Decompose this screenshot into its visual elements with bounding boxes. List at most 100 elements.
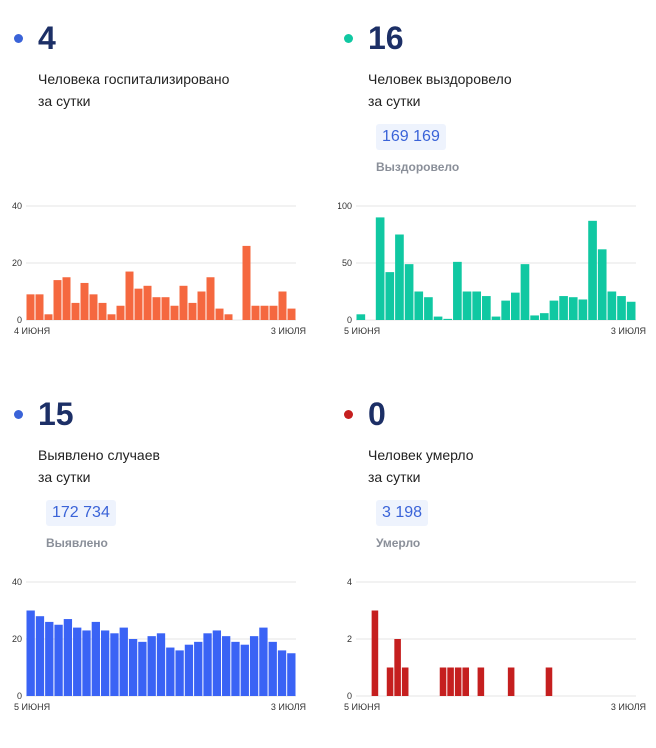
cases-count: 15	[38, 396, 74, 432]
bar	[626, 301, 636, 320]
bar	[530, 315, 539, 320]
bar	[259, 627, 268, 696]
y-tick-label: 0	[347, 315, 352, 325]
bar	[231, 641, 240, 696]
caption-line-2: за сутки	[368, 469, 421, 485]
bar	[404, 264, 414, 320]
bar	[394, 639, 401, 696]
hospitalized-chart: 0 20 40 4 ИЮНЯ 3 ИЮЛЯ	[12, 201, 306, 336]
indicator-dot	[14, 34, 23, 43]
bar	[116, 305, 125, 320]
bar	[414, 291, 424, 320]
bar	[439, 667, 447, 696]
x-end-label: 3 ИЮЛЯ	[611, 702, 646, 712]
bar	[443, 318, 453, 320]
y-tick-label: 0	[17, 315, 22, 325]
bar	[447, 667, 454, 696]
bar	[251, 305, 260, 320]
bar	[491, 316, 501, 320]
caption-line-2: за сутки	[368, 93, 421, 109]
bar	[617, 296, 626, 320]
bar	[578, 299, 588, 320]
bar	[73, 627, 82, 696]
bar	[545, 667, 553, 696]
bar	[482, 296, 491, 320]
bar	[147, 636, 156, 696]
bar	[240, 644, 249, 696]
bar	[143, 285, 152, 320]
bar	[507, 667, 515, 696]
bar	[175, 650, 184, 696]
cases-total: 172 734	[46, 500, 116, 526]
bar	[128, 639, 138, 696]
bar	[166, 647, 175, 696]
y-tick-label: 20	[12, 634, 22, 644]
caption-line-1: Человек выздоровело	[368, 71, 512, 87]
deaths-total-label: Умерло	[376, 536, 421, 550]
bar	[539, 313, 549, 320]
indicator-dot	[14, 410, 23, 419]
bar	[44, 314, 53, 320]
x-end-label: 3 ИЮЛЯ	[611, 326, 646, 336]
bar	[170, 305, 179, 320]
bar	[119, 627, 128, 696]
bar	[35, 294, 44, 320]
hospitalized-count: 4	[38, 20, 56, 56]
bar	[184, 644, 194, 696]
bar	[401, 667, 409, 696]
bar	[453, 261, 462, 320]
panel-cases: 15 Выявлено случаев за сутки 172 734 Выя…	[8, 388, 318, 748]
deaths-chart: 0 2 4 5 ИЮНЯ 3 ИЮЛЯ	[344, 577, 646, 712]
x-end-label: 3 ИЮЛЯ	[271, 702, 306, 712]
y-tick-label: 0	[17, 691, 22, 701]
x-end-label: 3 ИЮЛЯ	[271, 326, 306, 336]
bar	[588, 220, 597, 320]
bar	[212, 630, 222, 696]
indicator-dot	[344, 410, 353, 419]
bar	[568, 297, 578, 320]
bar	[80, 282, 89, 320]
bar	[386, 667, 394, 696]
bar	[26, 610, 35, 696]
bar	[607, 291, 617, 320]
bar	[206, 277, 215, 320]
recovered-total: 169 169	[376, 124, 446, 150]
bar	[510, 292, 520, 320]
y-tick-label: 50	[342, 258, 352, 268]
bar	[54, 624, 63, 696]
bar	[269, 305, 278, 320]
bar	[89, 294, 98, 320]
caption-line-1: Человека госпитализировано	[38, 71, 230, 87]
deaths-count: 0	[368, 396, 386, 432]
y-tick-label: 100	[338, 201, 352, 211]
bar	[161, 297, 170, 320]
bar	[35, 616, 45, 696]
bar	[433, 316, 443, 320]
y-tick-label: 20	[12, 258, 22, 268]
panel-hospitalized: 4 Человека госпитализировано за сутки 0 2…	[8, 12, 318, 372]
bar	[472, 291, 482, 320]
bar	[100, 630, 110, 696]
bar	[356, 314, 366, 320]
x-start-label: 4 ИЮНЯ	[14, 326, 50, 336]
bar	[520, 264, 530, 320]
bar	[501, 300, 510, 320]
bar	[203, 633, 212, 696]
y-tick-label: 40	[12, 201, 22, 211]
bar	[242, 245, 251, 320]
panel-recovered: 16 Человек выздоровело за сутки 169 169 …	[338, 12, 648, 372]
hospitalized-caption: Человека госпитализировано за сутки	[38, 68, 298, 112]
bar	[385, 272, 395, 320]
recovered-total-label: Выздоровело	[376, 160, 460, 174]
bar	[138, 641, 147, 696]
bar	[287, 308, 296, 320]
y-tick-label: 2	[347, 634, 352, 644]
y-tick-label: 0	[347, 691, 352, 701]
bar	[152, 297, 161, 320]
bar	[222, 636, 231, 696]
bar	[597, 249, 607, 320]
bar	[71, 302, 80, 320]
bar	[53, 280, 62, 320]
bar	[82, 630, 91, 696]
bar	[268, 641, 277, 696]
